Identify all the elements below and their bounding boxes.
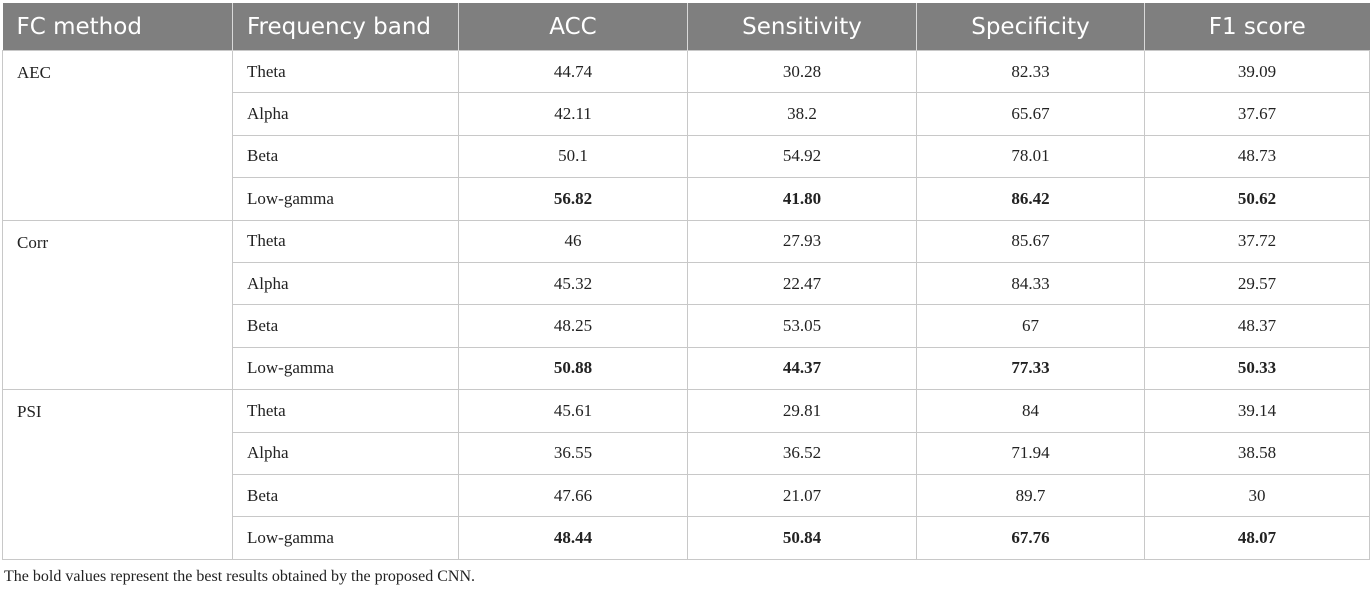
acc-cell: 47.66 <box>458 473 688 518</box>
table-row: Low-gamma 48.44 50.84 67.76 48.07 <box>3 516 1370 560</box>
acc-cell: 48.44 <box>458 516 688 560</box>
header-frequency-band: Frequency band <box>232 3 459 51</box>
acc-cell: 50.88 <box>458 346 688 391</box>
sensitivity-cell: 53.05 <box>687 304 917 348</box>
table-row: AEC Theta 44.74 30.28 82.33 39.09 <box>2 49 1370 221</box>
frequency-band-cell: Beta <box>232 473 459 518</box>
header-fc-method: FC method <box>2 3 233 51</box>
sensitivity-cell: 54.92 <box>687 134 917 179</box>
specificity-cell: 84 <box>916 389 1145 433</box>
acc-cell: 44.74 <box>458 49 688 94</box>
f1-score-cell: 48.73 <box>1144 134 1370 179</box>
f1-score-cell: 48.37 <box>1144 304 1370 348</box>
specificity-cell: 78.01 <box>916 134 1145 179</box>
f1-score-cell: 48.07 <box>1144 516 1370 560</box>
f1-score-cell: 37.72 <box>1144 219 1370 263</box>
sensitivity-cell: 30.28 <box>687 49 917 94</box>
f1-score-cell: 38.58 <box>1144 431 1370 475</box>
f1-score-cell: 39.14 <box>1144 389 1370 433</box>
table-row: Alpha 42.11 38.2 65.67 37.67 <box>3 92 1370 136</box>
specificity-cell: 77.33 <box>916 346 1145 391</box>
frequency-band-cell: Beta <box>232 304 459 348</box>
table-footnote: The bold values represent the best resul… <box>4 568 475 585</box>
sensitivity-cell: 36.52 <box>687 431 917 475</box>
sensitivity-cell: 50.84 <box>687 516 917 560</box>
f1-score-cell: 50.33 <box>1144 346 1370 391</box>
header-specificity: Specificity <box>916 3 1145 51</box>
fc-method-cell: PSI <box>2 389 233 560</box>
fc-method-cell: Corr <box>2 219 233 391</box>
header-sensitivity: Sensitivity <box>687 3 917 51</box>
specificity-cell: 71.94 <box>916 431 1145 475</box>
frequency-band-cell: Theta <box>232 389 459 433</box>
specificity-cell: 84.33 <box>916 261 1145 306</box>
acc-cell: 36.55 <box>458 431 688 475</box>
table-header-row: FC method Frequency band ACC Sensitivity… <box>2 3 1370 51</box>
acc-cell: 45.32 <box>458 261 688 306</box>
specificity-cell: 67 <box>916 304 1145 348</box>
specificity-cell: 86.42 <box>916 177 1145 221</box>
specificity-cell: 67.76 <box>916 516 1145 560</box>
frequency-band-cell: Low-gamma <box>232 177 459 221</box>
specificity-cell: 82.33 <box>916 49 1145 94</box>
table-row: Beta 48.25 53.05 67 48.37 <box>3 304 1370 348</box>
frequency-band-cell: Theta <box>232 49 459 94</box>
sensitivity-cell: 29.81 <box>687 389 917 433</box>
frequency-band-cell: Beta <box>232 134 459 179</box>
f1-score-cell: 30 <box>1144 473 1370 518</box>
sensitivity-cell: 22.47 <box>687 261 917 306</box>
header-acc: ACC <box>458 3 688 51</box>
acc-cell: 46 <box>458 219 688 263</box>
table-row: Low-gamma 56.82 41.80 86.42 50.62 <box>3 177 1370 221</box>
sensitivity-cell: 27.93 <box>687 219 917 263</box>
acc-cell: 42.11 <box>458 92 688 136</box>
specificity-cell: 89.7 <box>916 473 1145 518</box>
specificity-cell: 65.67 <box>916 92 1145 136</box>
frequency-band-cell: Low-gamma <box>232 346 459 391</box>
fc-method-cell: AEC <box>2 50 233 221</box>
table-row: Beta 50.1 54.92 78.01 48.73 <box>3 134 1370 179</box>
frequency-band-cell: Low-gamma <box>232 516 459 560</box>
acc-cell: 50.1 <box>458 134 688 179</box>
table-row: Alpha 45.32 22.47 84.33 29.57 <box>3 261 1370 306</box>
sensitivity-cell: 38.2 <box>687 92 917 136</box>
sensitivity-cell: 41.80 <box>687 177 917 221</box>
sensitivity-cell: 21.07 <box>687 473 917 518</box>
frequency-band-cell: Alpha <box>232 261 459 306</box>
table-row: Corr Theta 46 27.93 85.67 37.72 <box>2 219 1370 391</box>
specificity-cell: 85.67 <box>916 219 1145 263</box>
results-table: FC method Frequency band ACC Sensitivity… <box>2 3 1370 560</box>
acc-cell: 45.61 <box>458 389 688 433</box>
table-row: PSI Theta 45.61 29.81 84 39.14 <box>2 389 1370 560</box>
results-table-container: FC method Frequency band ACC Sensitivity… <box>2 3 1370 560</box>
table-body: AEC Theta 44.74 30.28 82.33 39.09 Alpha 42.11 38… <box>2 49 1370 560</box>
header-f1-score: F1 score <box>1144 3 1370 51</box>
f1-score-cell: 29.57 <box>1144 261 1370 306</box>
sensitivity-cell: 44.37 <box>687 346 917 391</box>
acc-cell: 56.82 <box>458 177 688 221</box>
f1-score-cell: 39.09 <box>1144 49 1370 94</box>
f1-score-cell: 50.62 <box>1144 177 1370 221</box>
frequency-band-cell: Alpha <box>232 92 459 136</box>
frequency-band-cell: Theta <box>232 219 459 263</box>
acc-cell: 48.25 <box>458 304 688 348</box>
frequency-band-cell: Alpha <box>232 431 459 475</box>
f1-score-cell: 37.67 <box>1144 92 1370 136</box>
table-row: Low-gamma 50.88 44.37 77.33 50.33 <box>3 346 1370 391</box>
